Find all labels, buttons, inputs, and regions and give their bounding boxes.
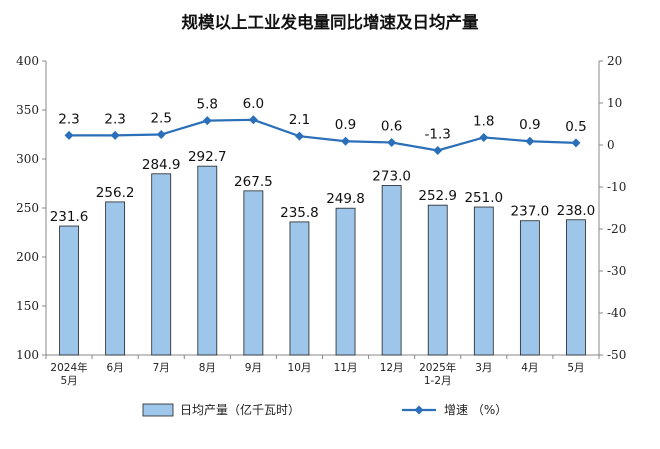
legend-bar-label: 日均产量（亿千瓦时） — [180, 402, 300, 417]
line-value-label: 6.0 — [243, 96, 264, 112]
line-point — [433, 145, 443, 155]
y-right-tick-label: 20 — [607, 54, 622, 68]
x-tick-label: 8月 — [199, 362, 216, 374]
y-right-tick-label: 0 — [607, 138, 615, 152]
line-point — [479, 132, 489, 142]
bar-value-label: 235.8 — [280, 205, 319, 221]
line-point — [341, 136, 351, 146]
bar — [105, 201, 126, 356]
legend-line-marker — [414, 405, 424, 415]
x-tick-label: 6月 — [107, 362, 124, 374]
y-left-tick-label: 150 — [16, 299, 39, 313]
line-value-label: -1.3 — [425, 126, 451, 142]
chart-title: 规模以上工业发电量同比增速及日均产量 — [182, 12, 480, 32]
x-tick-label: 11月 — [334, 362, 358, 374]
line-point — [110, 130, 120, 140]
x-tick-label: 2025年 — [419, 361, 456, 374]
line-value-label: 0.9 — [335, 117, 356, 133]
x-tick-label: 10月 — [288, 362, 312, 374]
line-value-label: 2.1 — [289, 112, 310, 128]
bar — [151, 173, 172, 356]
line-point — [525, 136, 535, 146]
line-point — [387, 137, 397, 147]
bar-value-label: 252.9 — [418, 188, 457, 204]
x-tick-label: 1-2月 — [424, 375, 452, 387]
bar — [519, 220, 540, 356]
bar-value-label: 256.2 — [96, 185, 135, 201]
x-tick-label: 4月 — [521, 362, 538, 374]
line-point — [202, 116, 212, 126]
line-value-label: 2.5 — [150, 111, 171, 127]
y-left-tick-label: 100 — [16, 348, 39, 362]
bar-value-label: 238.0 — [557, 203, 596, 219]
y-right-tick-label: -30 — [607, 264, 626, 278]
bar-value-label: 292.7 — [188, 149, 227, 165]
line-value-label: 0.5 — [565, 119, 586, 135]
bar — [289, 221, 310, 356]
bar-value-label: 249.8 — [326, 191, 365, 207]
line-point — [294, 131, 304, 141]
bar — [427, 204, 448, 356]
line-value-label: 2.3 — [104, 111, 125, 127]
line-point — [64, 130, 74, 140]
line-point — [571, 138, 581, 148]
x-tick-label: 5月 — [567, 362, 584, 374]
legend: 日均产量（亿千瓦时） 增速 （%） — [142, 402, 507, 417]
bar — [243, 190, 264, 356]
bar — [473, 206, 494, 356]
bar-value-label: 237.0 — [511, 204, 550, 220]
bar — [59, 225, 79, 356]
y-right-tick-label: 10 — [607, 96, 622, 110]
line-point — [156, 130, 166, 139]
y-left-tick-label: 250 — [16, 201, 39, 215]
legend-bar-swatch — [142, 403, 174, 417]
bar-value-label: 273.0 — [372, 168, 411, 184]
y-right-tick-label: -10 — [607, 180, 626, 194]
bar — [197, 165, 218, 356]
x-tick-label: 2024年 — [50, 361, 87, 374]
line-value-label: 0.6 — [381, 118, 402, 134]
y-left-tick-label: 400 — [16, 54, 39, 68]
y-right-tick-label: -50 — [607, 348, 626, 362]
growth-line — [69, 118, 576, 152]
line-value-label: 5.8 — [197, 97, 218, 113]
x-tick-label: 12月 — [380, 362, 404, 374]
x-tick-label: 5月 — [60, 375, 77, 387]
bar-value-label: 284.9 — [142, 157, 181, 173]
bar-value-label: 231.6 — [50, 209, 89, 225]
plot-area: 100 150 200 250 300 350 400 -50 -40 -30 -20 -10 0 10 2… — [16, 54, 626, 387]
bar — [381, 185, 402, 356]
line-value-label: 0.9 — [519, 117, 540, 133]
y-left-tick-label: 200 — [16, 250, 39, 264]
legend-line-label: 增速 （%） — [444, 403, 507, 417]
bar-value-label: 267.5 — [234, 174, 273, 190]
bar — [335, 207, 356, 356]
y-right-tick-label: -20 — [607, 222, 626, 236]
x-tick-label: 3月 — [475, 362, 492, 374]
x-tick-label: 7月 — [153, 362, 170, 374]
line-point — [248, 115, 258, 125]
y-left-tick-label: 300 — [16, 152, 39, 166]
line-value-label: 2.3 — [58, 111, 79, 127]
y-right-tick-label: -40 — [607, 306, 626, 320]
line-value-label: 1.8 — [473, 113, 494, 129]
bar — [566, 219, 586, 356]
y-left-tick-label: 350 — [16, 103, 39, 117]
x-tick-label: 9月 — [245, 362, 262, 374]
bar-value-label: 251.0 — [464, 190, 503, 206]
